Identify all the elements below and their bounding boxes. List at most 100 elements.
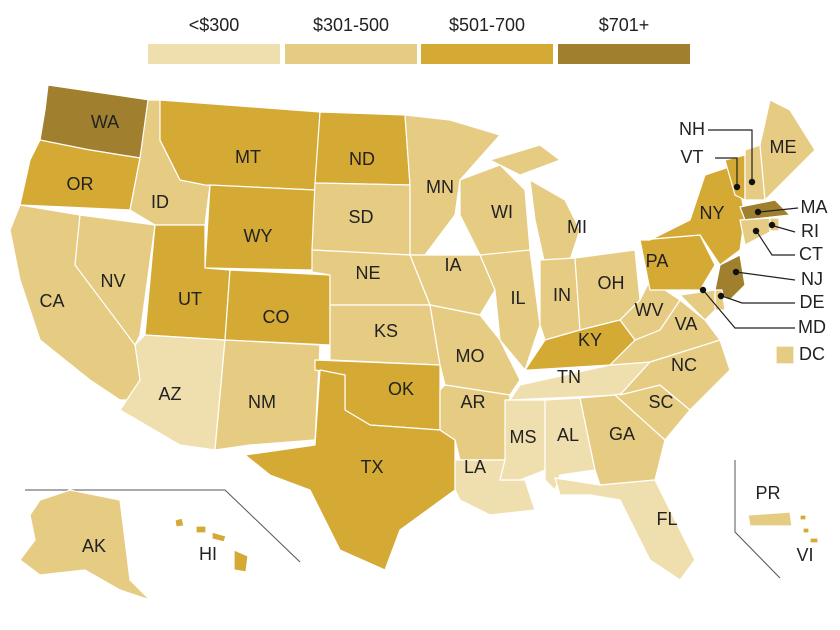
state-label: KY [578,330,602,350]
state-label: WY [244,226,273,246]
leader-dot [733,183,741,191]
state-shape [799,514,807,521]
state-shape [714,254,746,301]
state-label: MT [235,147,261,167]
state-label: ND [349,149,375,169]
alaska-frame [25,489,301,563]
state-shape [809,537,819,544]
state-label: VI [796,545,813,565]
state-label: NC [671,355,697,375]
state-label: NH [679,119,705,139]
state-label: TX [360,457,383,477]
state-label: NV [100,271,125,291]
state-label: PA [646,251,669,271]
state-shape [244,369,456,571]
state-label: MD [798,317,826,337]
state-label: RI [801,221,819,241]
state-label: VT [680,147,703,167]
state-shape [214,339,321,451]
state-shape [489,144,561,176]
state-label: WV [635,300,664,320]
state-shape [174,517,185,528]
leader-line [708,129,753,180]
state-label: OK [388,379,414,399]
state-shape [233,549,249,573]
state-label: NY [699,203,724,223]
legend-label: $501-700 [449,15,525,35]
inset-frames [25,460,781,579]
state-label: LA [464,457,486,477]
leader-dot [717,292,725,300]
state-label: UT [178,289,202,309]
state-shape [429,304,521,396]
leader-line [702,289,795,329]
state-shape [195,525,207,534]
state-shape [554,477,696,581]
state-label: GA [609,424,635,444]
leader-dot [732,268,740,276]
state-label: NJ [801,269,823,289]
state-label: OH [598,273,625,293]
states [9,84,819,601]
state-shape [802,527,810,534]
leader-line [721,295,795,304]
state-label: AZ [158,384,181,404]
state-shape [19,489,151,601]
leader-dot [752,227,760,235]
state-label: MO [456,346,485,366]
state-label: IL [510,288,525,308]
state-label: FL [656,509,677,529]
state-label: MA [801,197,828,217]
leader-dot [748,178,756,186]
state-label: PR [755,483,780,503]
state-label: MI [567,217,587,237]
state-label: VA [675,314,698,334]
state-label: NE [355,263,380,283]
leader-line [759,207,799,213]
state-shape [74,214,156,346]
caribbean-frame [734,460,781,579]
state-label: ID [151,192,169,212]
legend-label: <$300 [189,15,240,35]
state-label: TN [557,367,581,387]
legend-swatch [558,44,690,64]
state-label: ME [770,137,797,157]
leader-line [756,231,795,256]
state-label: WI [491,202,513,222]
state-shape [159,99,321,191]
state-shape [619,279,681,341]
legend-swatch [148,44,280,64]
state-label: MS [510,427,537,447]
leader-line [735,271,796,281]
leader-line [715,157,738,185]
state-shape [747,511,793,527]
state-shape [739,199,791,221]
state-label: NM [248,392,276,412]
state-label: AR [460,392,485,412]
state-label: CT [799,244,823,264]
state-label: SC [648,392,673,412]
leader-lines [699,129,799,329]
state-label: AL [557,425,579,445]
state-label: SD [348,207,373,227]
legend-swatch [421,44,553,64]
state-label: AK [82,536,106,556]
state-labels: WA OR CA NV ID MT WY UT AZ CO NM ND SD NE KS OK TX MN IA MO… [39,112,827,565]
state-label: WA [91,112,119,132]
leader-dot [699,286,707,294]
legend-label: $701+ [599,15,650,35]
state-label: IN [553,285,571,305]
state-label: MN [426,177,454,197]
state-label: CO [263,307,290,327]
state-shape [404,114,501,256]
leader-line [773,225,796,233]
legend: <$300 $301-500 $501-700 $701+ [148,15,690,64]
state-shape [759,99,816,201]
legend-label: $301-500 [313,15,389,35]
state-shape [211,531,227,543]
leader-dots [699,178,776,300]
state-label: IA [444,255,461,275]
state-shape [775,345,795,365]
state-label: OR [67,174,94,194]
